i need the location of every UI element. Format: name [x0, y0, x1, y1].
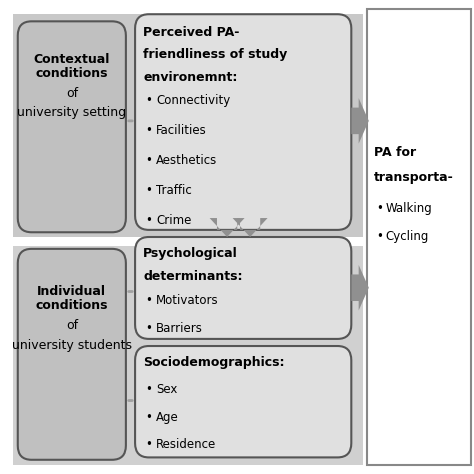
Bar	[367, 9, 471, 465]
Text: Residence: Residence	[156, 438, 217, 451]
Text: environemnt:: environemnt:	[143, 71, 238, 84]
Text: Crime: Crime	[156, 214, 191, 227]
Text: Cycling: Cycling	[386, 230, 429, 243]
Text: •: •	[377, 230, 383, 243]
Text: •: •	[146, 214, 153, 227]
Polygon shape	[233, 218, 268, 237]
Text: •: •	[146, 154, 153, 167]
Text: determinants:: determinants:	[143, 270, 243, 283]
Polygon shape	[210, 218, 245, 237]
FancyBboxPatch shape	[135, 14, 351, 230]
FancyBboxPatch shape	[135, 237, 351, 339]
Text: •: •	[146, 294, 153, 307]
Text: transporta-: transporta-	[374, 171, 454, 184]
Text: friendliness of study: friendliness of study	[143, 48, 288, 61]
Text: conditions: conditions	[36, 67, 108, 80]
Text: •: •	[146, 411, 153, 424]
Text: •: •	[146, 94, 153, 107]
Text: •: •	[377, 202, 383, 215]
Text: Individual: Individual	[37, 285, 106, 298]
Text: •: •	[146, 184, 153, 197]
Text: Psychological: Psychological	[143, 247, 238, 260]
Text: Walking: Walking	[386, 202, 433, 215]
Polygon shape	[351, 98, 369, 144]
Text: Sex: Sex	[156, 383, 178, 396]
FancyBboxPatch shape	[135, 346, 351, 457]
Text: Age: Age	[156, 411, 179, 424]
Text: of: of	[66, 319, 78, 332]
Text: conditions: conditions	[36, 299, 108, 312]
FancyBboxPatch shape	[18, 249, 126, 460]
Text: of: of	[66, 87, 78, 100]
Text: PA for: PA for	[374, 146, 417, 159]
Text: •: •	[146, 124, 153, 137]
Bar	[13, 246, 363, 465]
Bar	[13, 14, 363, 237]
Text: •: •	[146, 383, 153, 396]
FancyBboxPatch shape	[18, 21, 126, 232]
Text: university setting: university setting	[17, 106, 127, 119]
Text: •: •	[146, 438, 153, 451]
Text: Motivators: Motivators	[156, 294, 219, 307]
Polygon shape	[351, 265, 369, 310]
Text: Perceived PA-: Perceived PA-	[143, 26, 240, 38]
Text: Facilities: Facilities	[156, 124, 207, 137]
Text: Barriers: Barriers	[156, 322, 203, 335]
Text: Connectivity: Connectivity	[156, 94, 230, 107]
Text: Contextual: Contextual	[34, 53, 110, 66]
Text: •: •	[146, 322, 153, 335]
Text: Aesthetics: Aesthetics	[156, 154, 218, 167]
Text: Sociodemographics:: Sociodemographics:	[143, 356, 285, 369]
Text: university students: university students	[12, 338, 132, 352]
Text: Traffic: Traffic	[156, 184, 192, 197]
